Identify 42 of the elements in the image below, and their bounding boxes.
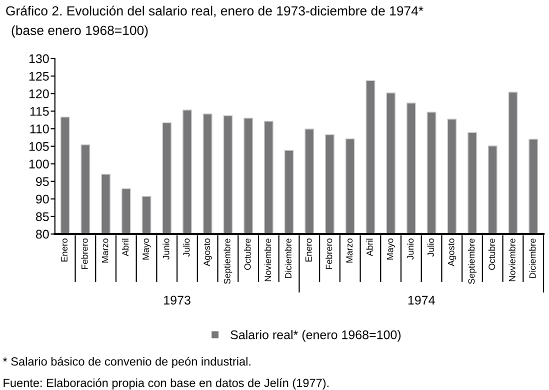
y-tick-label: 90	[36, 194, 49, 204]
chart-subtitle: (base enero 1968=100)	[12, 25, 148, 38]
x-tick-label: Agosto	[448, 238, 456, 266]
x-tick-label: Julio	[183, 238, 190, 257]
x-tick-label: Septiembre	[468, 238, 476, 284]
x-tick-label: Enero	[61, 238, 68, 262]
y-tick-label: 110	[30, 124, 49, 134]
y-tick-label: 125	[29, 72, 49, 81]
x-tick-label: Junio	[162, 238, 170, 260]
text: * Salario básico de convenio de peón industrial.	[2, 356, 250, 368]
chart-title: Gráfico 2. Evolución del salario real, enero de 1973-diciembre de 1974*	[6, 6, 424, 18]
y-tick-label: 100	[29, 160, 49, 168]
x-tick-label: Marzo	[346, 238, 353, 263]
y-tick-label: 95	[36, 177, 49, 186]
x-tick-label: Diciembre	[529, 238, 536, 278]
x-tick-label: Octubre	[244, 238, 251, 270]
x-tick-label: Diciembre	[284, 238, 292, 278]
x-tick-label: Mayo	[386, 238, 396, 260]
x-tick-label: Febrero	[326, 238, 332, 270]
y-tick-label: 85	[36, 212, 49, 222]
source-note: Fuente: Elaboración propia con base en datos de Jelín (1977).	[4, 378, 329, 390]
y-tick-label: 105	[29, 142, 49, 151]
x-tick-label: Noviembre	[508, 238, 516, 282]
y-tick-label: 130	[29, 54, 49, 64]
x-tick-label: Octubre	[488, 238, 496, 270]
x-tick-label: Septiembre	[224, 238, 232, 284]
x-tick-label: Noviembre	[264, 238, 272, 282]
x-tick-label: Mayo	[142, 238, 151, 260]
x-tick-label: Enero	[306, 238, 312, 262]
y-tick-label: 80	[36, 230, 49, 239]
x-tick-label: Julio	[427, 238, 434, 257]
x-tick-label: Febrero	[81, 238, 88, 270]
text: 1974	[408, 296, 435, 305]
text: 1973	[164, 296, 190, 305]
y-tick-label: 115	[30, 107, 49, 116]
x-tick-label: Abril	[366, 238, 373, 256]
x-tick-label: Agosto	[204, 238, 212, 266]
x-tick-label: Junio	[406, 238, 414, 260]
x-tick-label: Abril	[122, 238, 129, 256]
x-tick-label: Marzo	[102, 238, 108, 263]
legend-label: Salario real* (enero 1968=100)	[230, 330, 401, 342]
y-tick-label: 120	[29, 89, 49, 98]
